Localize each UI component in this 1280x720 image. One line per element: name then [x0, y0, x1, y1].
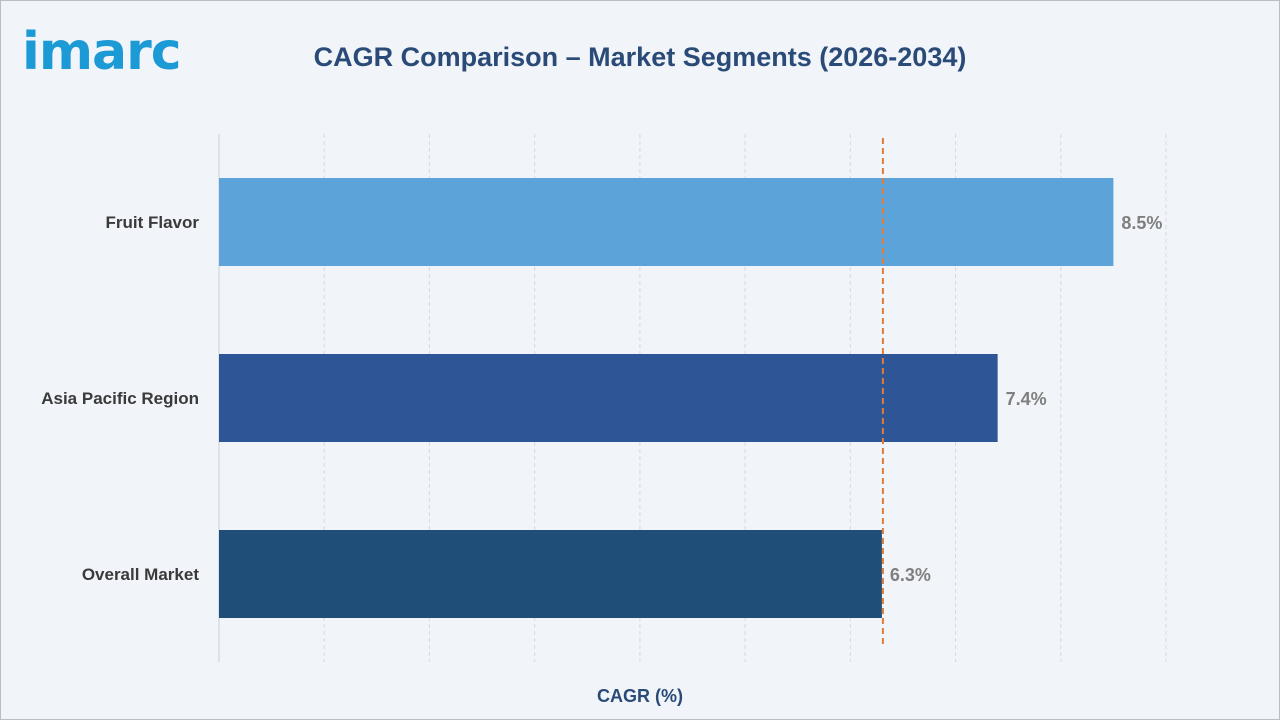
category-label: Overall Market — [82, 565, 200, 584]
bar — [219, 530, 882, 618]
category-label: Fruit Flavor — [105, 213, 199, 232]
labels: Fruit Flavor 8.5% Asia Pacific Region 7.4% O… — [41, 213, 1162, 585]
category-label: Asia Pacific Region — [41, 389, 199, 408]
value-label: 7.4% — [1006, 389, 1047, 409]
value-label: 6.3% — [890, 565, 931, 585]
chart-title: CAGR Comparison – Market Segments (2026-… — [313, 42, 967, 72]
value-label: 8.5% — [1121, 213, 1162, 233]
bars — [219, 178, 1114, 618]
imarc-logo: imarc — [22, 22, 182, 82]
x-axis-title: CAGR (%) — [597, 686, 683, 706]
bar — [219, 178, 1114, 266]
bar — [219, 354, 998, 442]
